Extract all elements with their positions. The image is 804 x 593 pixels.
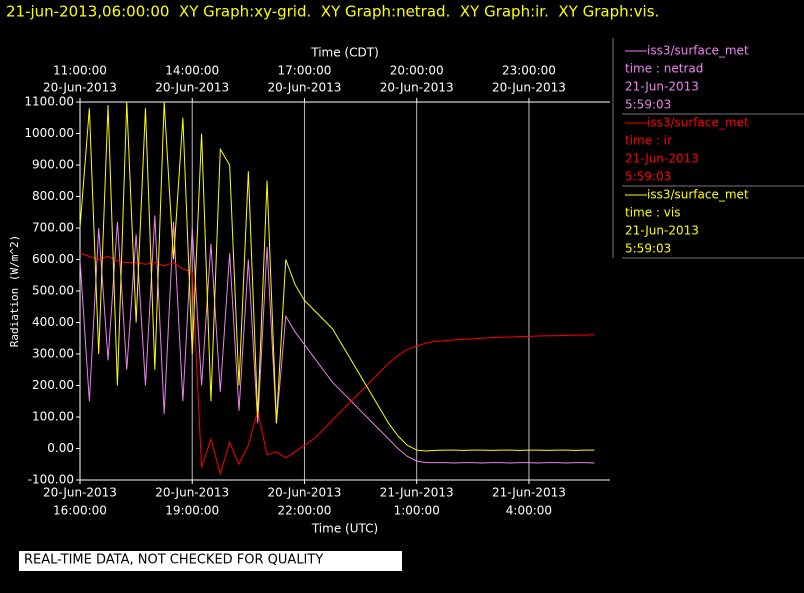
legend-text: time : ir [625,134,672,148]
x-tick-label: 20-Jun-2013 [155,486,229,500]
legend-text: iss3/surface_met [647,116,749,130]
x-tick-label: 4:00:00 [506,504,552,518]
x2-tick-label: 20-Jun-2013 [492,81,566,95]
y-tick-label: 600.00 [32,252,74,266]
y-tick-label: 200.00 [32,378,74,392]
y-axis-label: Radiation (W/m^2) [8,235,21,348]
y-tick-label: 800.00 [32,189,74,203]
series-line [79,215,595,464]
legend-text: 21-Jun-2013 [625,152,699,166]
x-tick-label: 20-Jun-2013 [268,486,342,500]
x2-tick-label: 20:00:00 [390,64,444,78]
x-tick-label: 1:00:00 [394,504,440,518]
x-axis-label: Time (UTC) [311,522,378,536]
legend-text: 21-Jun-2013 [625,224,699,238]
x2-tick-label: 20-Jun-2013 [43,81,117,95]
x-tick-label: 20-Jun-2013 [43,486,117,500]
y-tick-label: 1100.00 [24,95,74,109]
x-tick-label: 19:00:00 [165,504,219,518]
y-tick-label: -100.00 [28,473,74,487]
x2-axis-label: Time (CDT) [310,46,379,60]
x2-tick-label: 11:00:00 [53,64,107,78]
x-tick-label: 16:00:00 [53,504,107,518]
y-tick-label: 0.00 [47,441,74,455]
chart-title: 21-jun-2013,06:00:00 XY Graph:xy-grid. X… [6,3,659,21]
legend-text: 5:59:03 [625,242,671,256]
x2-tick-label: 20-Jun-2013 [155,81,229,95]
y-tick-label: 700.00 [32,221,74,235]
y-tick-label: 400.00 [32,315,74,329]
legend-text: 5:59:03 [625,170,671,184]
legend-text: iss3/surface_met [647,44,749,58]
legend-text: time : netrad [625,62,703,76]
y-tick-label: 300.00 [32,347,74,361]
x-tick-label: 21-Jun-2013 [380,486,454,500]
legend-text: 21-Jun-2013 [625,80,699,94]
legend-text: time : vis [625,206,680,220]
x2-tick-label: 17:00:00 [278,64,332,78]
y-tick-label: 900.00 [32,158,74,172]
x-tick-label: 21-Jun-2013 [492,486,566,500]
series-line [79,101,595,452]
legend-text: 5:59:03 [625,98,671,112]
x2-tick-label: 20-Jun-2013 [380,81,454,95]
x2-tick-label: 20-Jun-2013 [268,81,342,95]
y-tick-label: 1000.00 [24,126,74,140]
x-tick-label: 22:00:00 [278,504,332,518]
y-tick-label: 100.00 [32,410,74,424]
note-box [19,551,402,571]
x2-tick-label: 23:00:00 [502,64,556,78]
series-line [79,252,595,476]
note: REAL-TIME DATA, NOT CHECKED FOR QUALITY [24,553,323,568]
legend-text: iss3/surface_met [647,188,749,202]
y-tick-label: 500.00 [32,284,74,298]
x2-tick-label: 14:00:00 [165,64,219,78]
